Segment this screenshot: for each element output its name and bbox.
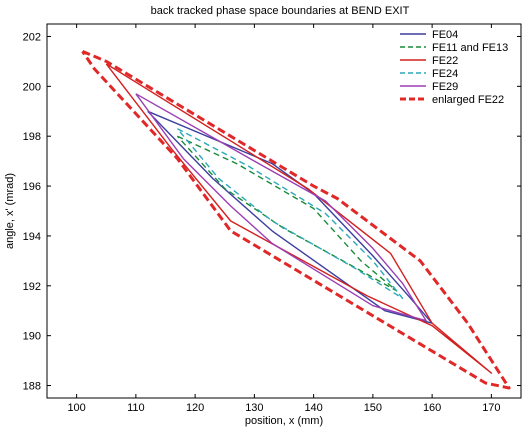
y-tick-label: 196	[23, 181, 41, 193]
plot-area	[46, 23, 522, 399]
x-tick-label: 150	[364, 402, 382, 414]
x-tick-label: 160	[423, 402, 441, 414]
y-tick-label: 192	[23, 281, 41, 293]
x-tick-label: 120	[186, 402, 204, 414]
legend-label: FE11 and FE13	[432, 42, 508, 54]
legend-label: FE29	[432, 81, 458, 93]
x-tick-label: 140	[304, 402, 322, 414]
series-layer	[81, 50, 511, 390]
x-tick-label: 170	[482, 402, 500, 414]
series-line-0	[147, 110, 433, 324]
y-tick-label: 194	[23, 231, 41, 243]
x-axis-label: position, x (mm)	[245, 415, 323, 427]
series-line-3	[176, 128, 404, 299]
series-line-4	[135, 93, 427, 322]
chart-title: back tracked phase space boundaries at B…	[151, 5, 410, 17]
x-tick-label: 130	[245, 402, 263, 414]
x-tick-label: 110	[127, 402, 145, 414]
legend-label: enlarged FE22	[432, 94, 504, 106]
series-line-2	[105, 63, 493, 374]
y-tick-label: 200	[23, 81, 41, 93]
y-axis-label: angle, x' (mrad)	[4, 173, 16, 249]
x-tick-label: 100	[67, 402, 85, 414]
y-tick-label: 198	[23, 131, 41, 143]
legend-label: FE22	[432, 55, 458, 67]
y-tick-label: 202	[23, 31, 41, 43]
legend-label: FE04	[432, 29, 458, 41]
y-tick-label: 188	[23, 381, 41, 393]
legend-label: FE24	[432, 68, 458, 80]
axis-ticks: 100 110 120 130 140 150 160 170 188 190 192 194 196 1…	[23, 24, 521, 414]
y-tick-label: 190	[23, 331, 41, 343]
series-line-5	[81, 50, 511, 390]
